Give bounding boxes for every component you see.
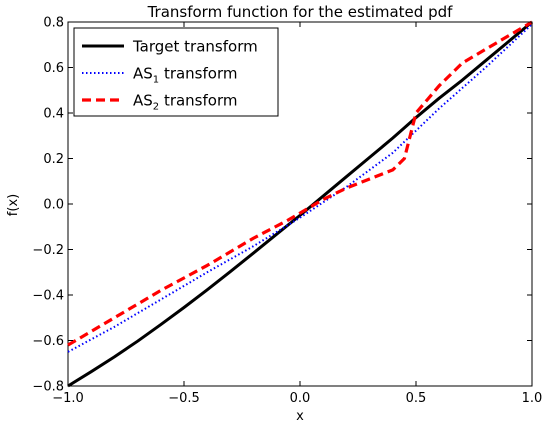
y-tick-label: 0.8 [43, 16, 64, 31]
x-tick-label: −0.5 [168, 391, 200, 406]
x-tick-label: −1.0 [52, 391, 84, 406]
y-tick-label: −0.8 [32, 380, 64, 395]
legend-label-2: AS1 transform [133, 65, 237, 86]
y-tick-label: 0.6 [43, 61, 64, 76]
series-line-3 [67, 20, 533, 347]
legend: Target transform AS1 transform AS2 transfo… [73, 27, 279, 117]
x-tick-label: 0.0 [290, 391, 311, 406]
y-tick-label: 0.0 [43, 198, 64, 213]
y-tick-label: 0.4 [43, 107, 64, 122]
y-tick-label: 0.2 [43, 152, 64, 167]
series-line-2 [67, 23, 533, 353]
y-axis-label: f(x) [6, 194, 21, 216]
y-tick-label: −0.2 [32, 243, 64, 258]
x-tick-label: 0.5 [406, 391, 427, 406]
x-axis-label: x [296, 409, 304, 424]
x-tick-label: 1.0 [522, 391, 543, 406]
ticks-layer: −1.0 −0.5 0.0 0.5 1.0 −0.8 −0.6 −0.4 −0.2 0.0 0.2 0… [32, 16, 542, 407]
series-line-1 [67, 20, 533, 388]
legend-label-3: AS2 transform [133, 92, 237, 113]
chart-title: Transform function for the estimated pdf [147, 3, 454, 21]
y-tick-label: −0.6 [32, 334, 64, 349]
y-tick-label: −0.4 [32, 289, 64, 304]
legend-box [73, 27, 279, 117]
legend-label-1: Target transform [132, 38, 258, 56]
series-layer [67, 20, 533, 388]
